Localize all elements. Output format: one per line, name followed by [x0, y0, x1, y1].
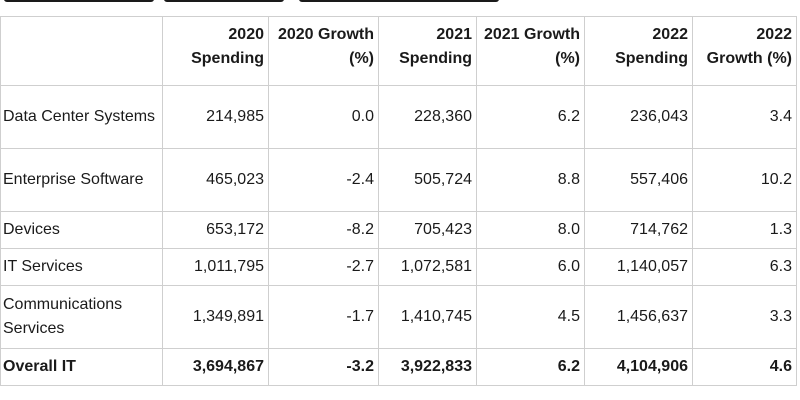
cell-2021-growth: 6.0	[476, 248, 585, 286]
cell-2020-spending: 1,011,795	[162, 248, 269, 286]
row-category: Communications Services	[0, 285, 163, 349]
table-header-row: 2020 Spending 2020 Growth (%) 2021 Spend…	[0, 16, 797, 86]
table-row: Enterprise Software 465,023 -2.4 505,724…	[0, 148, 797, 212]
cell-2020-growth: 0.0	[268, 85, 379, 149]
cell-2021-growth: 4.5	[476, 285, 585, 349]
table-total-row: Overall IT 3,694,867 -3.2 3,922,833 6.2 …	[0, 348, 797, 386]
cropped-footnote	[4, 394, 164, 400]
cell-2021-spending: 505,724	[378, 148, 477, 212]
cell-2021-spending: 705,423	[378, 211, 477, 249]
cell-2021-spending: 1,072,581	[378, 248, 477, 286]
total-2021-growth: 6.2	[476, 348, 585, 386]
row-category: Devices	[0, 211, 163, 249]
cell-2022-growth: 3.3	[692, 285, 797, 349]
header-cell-category	[0, 16, 163, 86]
table-row: Devices 653,172 -8.2 705,423 8.0 714,762…	[0, 211, 797, 249]
cell-2021-growth: 8.8	[476, 148, 585, 212]
cell-2020-growth: -1.7	[268, 285, 379, 349]
cell-2022-growth: 10.2	[692, 148, 797, 212]
row-category: Data Center Systems	[0, 85, 163, 149]
cell-2020-growth: -2.7	[268, 248, 379, 286]
header-cell-2021-growth: 2021 Growth (%)	[476, 16, 585, 86]
cell-2022-growth: 6.3	[692, 248, 797, 286]
table-row: Data Center Systems 214,985 0.0 228,360 …	[0, 85, 797, 149]
header-cell-2022-growth: 2022 Growth (%)	[692, 16, 797, 86]
total-2022-spending: 4,104,906	[584, 348, 693, 386]
cell-2021-growth: 8.0	[476, 211, 585, 249]
cell-2020-growth: -8.2	[268, 211, 379, 249]
table-row: Communications Services 1,349,891 -1.7 1…	[0, 285, 797, 349]
total-2020-spending: 3,694,867	[162, 348, 269, 386]
cell-2022-spending: 236,043	[584, 85, 693, 149]
cell-2022-spending: 557,406	[584, 148, 693, 212]
header-cell-2022-spending: 2022 Spending	[584, 16, 693, 86]
total-2022-growth: 4.6	[692, 348, 797, 386]
cell-2022-spending: 1,140,057	[584, 248, 693, 286]
cell-2020-spending: 1,349,891	[162, 285, 269, 349]
total-category: Overall IT	[0, 348, 163, 386]
total-2020-growth: -3.2	[268, 348, 379, 386]
cell-2022-growth: 1.3	[692, 211, 797, 249]
header-cell-2020-spending: 2020 Spending	[162, 16, 269, 86]
cell-2022-spending: 1,456,637	[584, 285, 693, 349]
cell-2022-growth: 3.4	[692, 85, 797, 149]
header-cell-2020-growth: 2020 Growth (%)	[268, 16, 379, 86]
header-cell-2021-spending: 2021 Spending	[378, 16, 477, 86]
row-category: Enterprise Software	[0, 148, 163, 212]
cell-2021-spending: 1,410,745	[378, 285, 477, 349]
cell-2020-spending: 214,985	[162, 85, 269, 149]
cropped-table-title	[4, 0, 499, 4]
table-row: IT Services 1,011,795 -2.7 1,072,581 6.0…	[0, 248, 797, 286]
total-2021-spending: 3,922,833	[378, 348, 477, 386]
cell-2020-spending: 465,023	[162, 148, 269, 212]
cell-2020-growth: -2.4	[268, 148, 379, 212]
cell-2020-spending: 653,172	[162, 211, 269, 249]
cell-2021-growth: 6.2	[476, 85, 585, 149]
it-spending-table: 2020 Spending 2020 Growth (%) 2021 Spend…	[0, 16, 797, 386]
row-category: IT Services	[0, 248, 163, 286]
cell-2022-spending: 714,762	[584, 211, 693, 249]
cell-2021-spending: 228,360	[378, 85, 477, 149]
